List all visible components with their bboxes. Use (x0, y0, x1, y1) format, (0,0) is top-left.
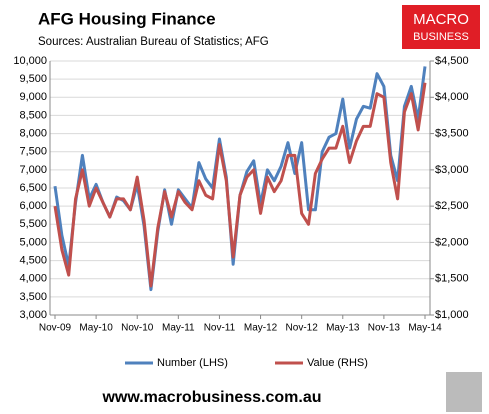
y2-tick-label: $4,000 (435, 91, 469, 103)
y-tick-label: 4,000 (19, 273, 47, 285)
y-tick-label: 8,000 (19, 127, 47, 139)
y2-tick-label: $3,500 (435, 127, 469, 139)
y-tick-label: 4,500 (19, 254, 47, 266)
x-tick-label: Nov-11 (204, 323, 236, 334)
y2-tick-label: $2,500 (435, 200, 469, 212)
y2-tick-label: $4,500 (435, 55, 469, 67)
logo-box (402, 5, 480, 49)
legend-label: Value (RHS) (307, 357, 368, 369)
series-line (53, 82, 427, 288)
series-line (53, 66, 427, 292)
x-tick-label: Nov-10 (121, 323, 154, 334)
y-tick-label: 8,500 (19, 109, 47, 121)
y-tick-label: 3,000 (19, 309, 47, 321)
y-tick-label: 3,500 (19, 291, 47, 303)
x-tick-label: Nov-09 (39, 323, 72, 334)
y2-tick-label: $2,000 (435, 236, 469, 248)
y2-tick-label: $1,000 (435, 309, 469, 321)
x-tick-label: Nov-13 (368, 323, 401, 334)
y-tick-label: 9,000 (19, 91, 47, 103)
y-tick-label: 5,500 (19, 218, 47, 230)
x-tick-label: May-10 (79, 323, 113, 334)
x-tick-label: May-14 (408, 323, 442, 334)
y-tick-label: 6,000 (19, 200, 47, 212)
x-tick-label: Nov-12 (286, 323, 319, 334)
y-tick-label: 7,000 (19, 164, 47, 176)
y-tick-label: 6,500 (19, 182, 47, 194)
y-tick-label: 7,500 (19, 146, 47, 158)
x-tick-label: May-13 (326, 323, 360, 334)
x-tick-label: May-11 (162, 323, 195, 334)
y-tick-label: 5,000 (19, 236, 47, 248)
chart-subtitle: Sources: Australian Bureau of Statistics… (38, 36, 269, 48)
y-tick-label: 10,000 (13, 55, 47, 67)
y2-tick-label: $1,500 (435, 273, 469, 285)
logo-image (446, 372, 482, 412)
y2-tick-label: $3,000 (435, 164, 469, 176)
footer-url: www.macrobusiness.com.au (101, 389, 321, 406)
y-tick-label: 9,500 (19, 73, 47, 85)
logo-text: MACRO (413, 11, 469, 28)
legend-label: Number (LHS) (157, 357, 228, 369)
x-tick-label: May-12 (244, 323, 278, 334)
chart-title: AFG Housing Finance (38, 9, 216, 28)
logo-text: BUSINESS (413, 31, 469, 43)
